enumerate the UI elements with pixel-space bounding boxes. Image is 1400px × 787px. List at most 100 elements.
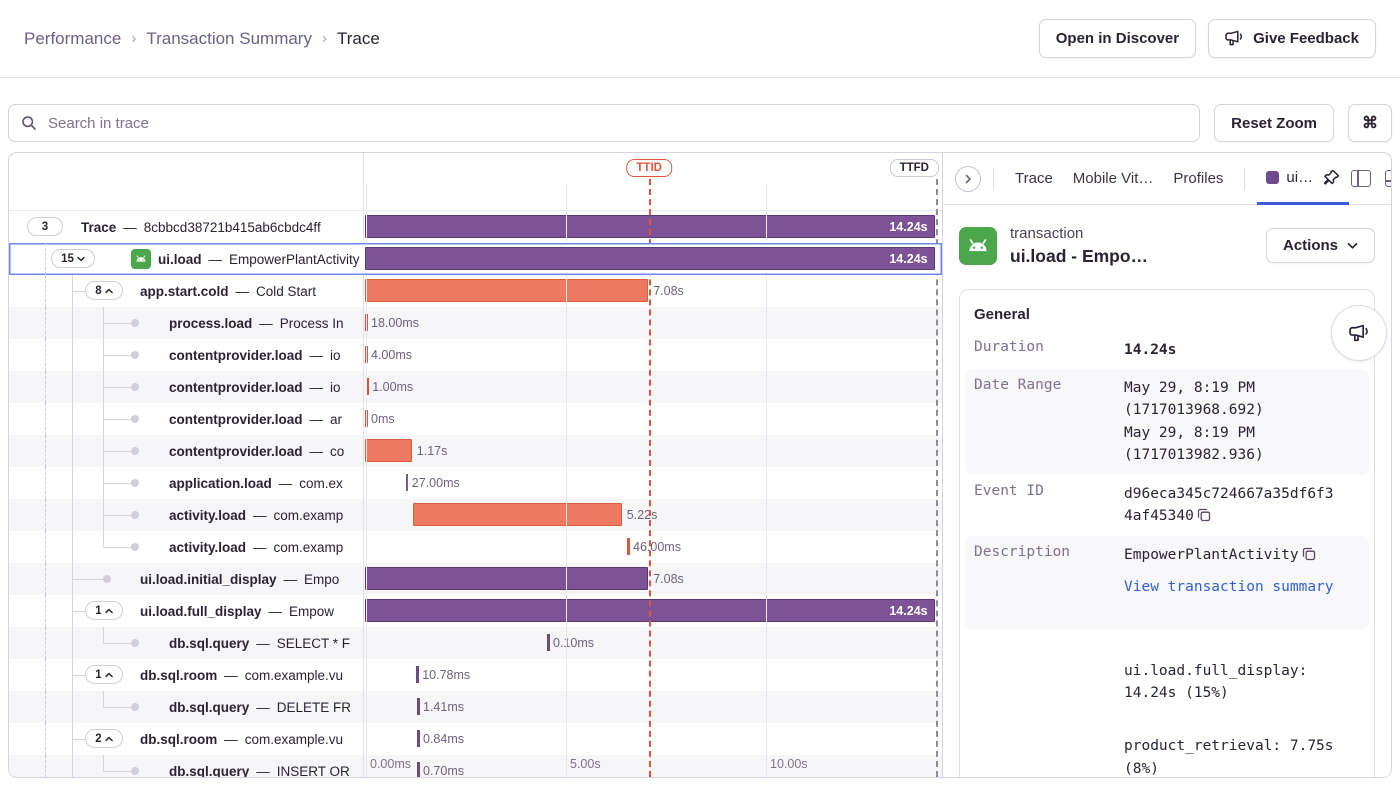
ttfd-marker-badge[interactable]: TTFD bbox=[889, 159, 939, 177]
span-chart-cell[interactable]: 7.08s bbox=[363, 563, 942, 595]
span-chart-cell[interactable]: 14.24s bbox=[363, 243, 942, 275]
span-duration-bar[interactable] bbox=[413, 503, 622, 526]
search-input[interactable] bbox=[46, 113, 1188, 133]
span-tree-cell[interactable]: contentprovider.load — io bbox=[9, 371, 363, 403]
span-chart-cell[interactable]: 1.00ms bbox=[363, 371, 942, 403]
trace-row[interactable]: 3 Trace —8cbbcd38721b415ab6cbdc4ff 14.24s bbox=[9, 211, 942, 243]
span-chart-cell[interactable]: 1.17s bbox=[363, 435, 942, 467]
span-count-badge[interactable]: 1 bbox=[85, 665, 123, 684]
span-count-badge[interactable]: 3 bbox=[27, 217, 63, 236]
span-chart-cell[interactable]: 10.78ms bbox=[363, 659, 942, 691]
keyboard-shortcut-button[interactable]: ⌘ bbox=[1348, 104, 1392, 142]
feedback-floating-button[interactable] bbox=[1331, 305, 1387, 361]
trace-row[interactable]: contentprovider.load — co 1.17s bbox=[9, 435, 942, 467]
tab-trace[interactable]: Trace bbox=[1015, 170, 1053, 187]
open-in-discover-button[interactable]: Open in Discover bbox=[1038, 19, 1197, 58]
span-count-badge[interactable]: 15 bbox=[51, 249, 95, 268]
span-duration-tick[interactable] bbox=[365, 346, 368, 363]
span-duration-tick[interactable] bbox=[416, 666, 419, 683]
trace-row[interactable]: 8 app.start.cold — Cold Start 7.08s bbox=[9, 275, 942, 307]
breadcrumb-transaction-summary[interactable]: Transaction Summary bbox=[146, 28, 312, 48]
copy-icon[interactable] bbox=[1302, 547, 1316, 561]
span-count-badge[interactable]: 8 bbox=[85, 281, 123, 300]
span-chart-cell[interactable]: 0.10ms bbox=[363, 627, 942, 659]
span-duration-tick[interactable] bbox=[627, 538, 630, 555]
span-chart-cell[interactable]: 5.22s bbox=[363, 499, 942, 531]
copy-icon[interactable] bbox=[1197, 508, 1211, 522]
tab-mobile-vitals[interactable]: Mobile Vit… bbox=[1072, 170, 1154, 187]
search-in-trace-box[interactable] bbox=[8, 104, 1201, 142]
trace-row[interactable]: contentprovider.load — io 4.00ms bbox=[9, 339, 942, 371]
trace-row[interactable]: 1 ui.load.full_display — Empow 14.24s bbox=[9, 595, 942, 627]
pin-icon[interactable] bbox=[1323, 169, 1340, 186]
dock-left-icon[interactable] bbox=[1351, 170, 1372, 187]
span-tree-cell[interactable]: activity.load — com.examp bbox=[9, 499, 363, 531]
span-duration-tick[interactable] bbox=[417, 762, 420, 777]
span-tree-cell[interactable]: process.load — Process In bbox=[9, 307, 363, 339]
trace-row[interactable]: 2 db.sql.room — com.example.vu 0.84ms bbox=[9, 723, 942, 755]
span-duration-tick[interactable] bbox=[417, 730, 420, 747]
trace-row[interactable]: db.sql.query — SELECT * F 0.10ms bbox=[9, 627, 942, 659]
trace-row[interactable]: process.load — Process In 18.00ms bbox=[9, 307, 942, 339]
trace-row[interactable]: activity.load — com.examp 46.00ms bbox=[9, 531, 942, 563]
span-tree-cell[interactable]: activity.load — com.examp bbox=[9, 531, 363, 563]
span-duration-bar[interactable]: 14.24s bbox=[365, 215, 935, 238]
reset-zoom-button[interactable]: Reset Zoom bbox=[1214, 104, 1334, 142]
span-chart-cell[interactable]: 7.08s bbox=[363, 275, 942, 307]
span-tree-cell[interactable]: 1 db.sql.room — com.example.vu bbox=[9, 659, 363, 691]
span-duration-tick[interactable] bbox=[365, 314, 368, 331]
span-duration-bar[interactable]: 14.24s bbox=[365, 247, 935, 270]
trace-row[interactable]: application.load — com.ex 27.00ms bbox=[9, 467, 942, 499]
collapse-drawer-button[interactable] bbox=[955, 165, 981, 192]
trace-row[interactable]: 15 ui.load — EmpowerPlantActivity 14.24s bbox=[9, 243, 942, 275]
view-transaction-summary-link[interactable]: View transaction summary bbox=[1124, 579, 1334, 596]
span-tree-cell[interactable]: db.sql.query — DELETE FR bbox=[9, 691, 363, 723]
span-chart-cell[interactable]: 18.00ms bbox=[363, 307, 942, 339]
span-chart-cell[interactable]: 14.24s bbox=[363, 211, 942, 243]
span-duration-tick[interactable] bbox=[366, 378, 369, 395]
trace-row[interactable]: db.sql.query — INSERT OR 0.70ms bbox=[9, 755, 942, 777]
span-duration-bar[interactable] bbox=[365, 567, 649, 590]
span-chart-cell[interactable]: 0.70ms bbox=[363, 755, 942, 777]
span-count-badge[interactable]: 1 bbox=[85, 601, 123, 620]
span-tree-cell[interactable]: 3 Trace —8cbbcd38721b415ab6cbdc4ff bbox=[9, 211, 363, 243]
span-count-badge[interactable]: 2 bbox=[85, 729, 123, 748]
span-tree-cell[interactable]: contentprovider.load — co bbox=[9, 435, 363, 467]
dock-bottom-icon[interactable] bbox=[1385, 170, 1391, 187]
span-tree-cell[interactable]: ui.load.initial_display — Empo bbox=[9, 563, 363, 595]
span-duration-tick[interactable] bbox=[405, 474, 409, 491]
span-duration-bar[interactable] bbox=[365, 279, 649, 302]
span-duration-bar[interactable]: 14.24s bbox=[365, 599, 935, 622]
actions-button[interactable]: Actions bbox=[1265, 228, 1375, 264]
span-chart-cell[interactable]: 1.41ms bbox=[363, 691, 942, 723]
span-tree-cell[interactable]: 15 ui.load — EmpowerPlantActivity bbox=[9, 243, 363, 275]
span-tree-cell[interactable]: contentprovider.load — io bbox=[9, 339, 363, 371]
span-chart-cell[interactable]: 27.00ms bbox=[363, 467, 942, 499]
span-chart-cell[interactable]: 14.24s bbox=[363, 595, 942, 627]
tab-ui-load-active[interactable]: ui… bbox=[1257, 153, 1350, 205]
span-duration-bar[interactable] bbox=[365, 439, 412, 462]
breadcrumb-performance[interactable]: Performance bbox=[24, 28, 122, 48]
span-chart-cell[interactable]: 46.00ms bbox=[363, 531, 942, 563]
span-tree-cell[interactable]: application.load — com.ex bbox=[9, 467, 363, 499]
trace-row[interactable]: ui.load.initial_display — Empo 7.08s bbox=[9, 563, 942, 595]
span-tree-cell[interactable]: 8 app.start.cold — Cold Start bbox=[9, 275, 363, 307]
give-feedback-button[interactable]: Give Feedback bbox=[1208, 19, 1376, 58]
span-duration-tick[interactable] bbox=[417, 698, 420, 715]
tree-chart-divider[interactable] bbox=[363, 153, 364, 777]
span-duration-tick[interactable] bbox=[365, 410, 368, 427]
trace-row[interactable]: db.sql.query — DELETE FR 1.41ms bbox=[9, 691, 942, 723]
trace-row[interactable]: contentprovider.load — io 1.00ms bbox=[9, 371, 942, 403]
trace-row[interactable]: 1 db.sql.room — com.example.vu 10.78ms bbox=[9, 659, 942, 691]
span-chart-cell[interactable]: 0.84ms bbox=[363, 723, 942, 755]
span-tree-cell[interactable]: 2 db.sql.room — com.example.vu bbox=[9, 723, 363, 755]
span-chart-cell[interactable]: 4.00ms bbox=[363, 339, 942, 371]
span-tree-cell[interactable]: db.sql.query — SELECT * F bbox=[9, 627, 363, 659]
trace-row[interactable]: contentprovider.load — ar 0ms bbox=[9, 403, 942, 435]
ttid-marker-badge[interactable]: TTID bbox=[626, 159, 672, 177]
trace-row[interactable]: activity.load — com.examp 5.22s bbox=[9, 499, 942, 531]
tab-profiles[interactable]: Profiles bbox=[1173, 170, 1224, 187]
span-tree-cell[interactable]: 1 ui.load.full_display — Empow bbox=[9, 595, 363, 627]
span-chart-cell[interactable]: 0ms bbox=[363, 403, 942, 435]
span-tree-cell[interactable]: contentprovider.load — ar bbox=[9, 403, 363, 435]
